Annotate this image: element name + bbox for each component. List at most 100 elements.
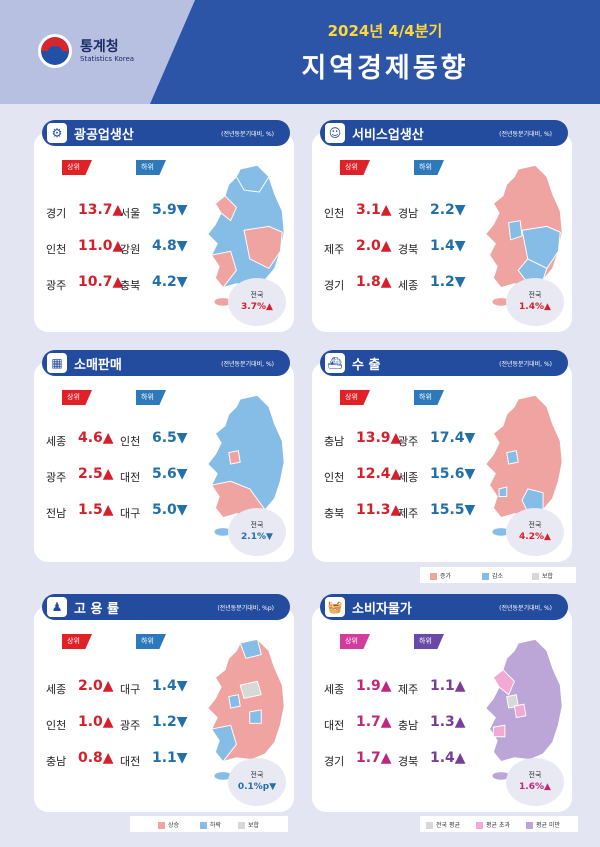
list-item: 제주 2.0▲ (324, 238, 392, 256)
basket-icon: 🧺 (325, 597, 345, 617)
ship-icon: ⛴ (325, 353, 345, 373)
list-item: 인천 3.1▲ (324, 202, 392, 220)
card-title: 광공업생산 (74, 128, 134, 143)
region-map (485, 164, 563, 306)
list-item: 인천 12.4▲ (324, 466, 402, 484)
top-label: 상위 (340, 634, 370, 649)
increase-swatch-icon (430, 573, 437, 580)
org-subtitle: Statistics Korea (80, 55, 135, 63)
top-label: 상위 (340, 160, 370, 175)
card-unit: (전년동분기대비, %p) (217, 605, 274, 612)
list-item: 충남 13.9▲ (324, 430, 402, 448)
card-export: ⛴ 수 출 (전년동분기대비, %) 상위 하위 충남 13.9▲ 인천 12.4▲… (312, 350, 572, 562)
legend-employment: 상승 하락 보합 (130, 816, 288, 832)
list-item: 세종 2.0▲ (46, 678, 114, 696)
bottom-label: 하위 (136, 160, 166, 175)
list-item: 세종 4.6▲ (46, 430, 114, 448)
list-item: 경북 1.4▲ (398, 750, 466, 768)
list-item: 경기 1.7▲ (324, 750, 392, 768)
list-item: 충남 1.3▲ (398, 714, 466, 732)
card-title-bar: ☺ 서비스업생산 (전년동분기대비, %) (320, 120, 568, 146)
bottom-label: 하위 (414, 160, 444, 175)
store-icon: ▦ (47, 353, 67, 373)
national-badge: 전국 1.6%▲ (506, 758, 564, 806)
list-item: 충북 11.3▲ (324, 502, 402, 520)
card-title: 소매판매 (74, 358, 122, 373)
list-item: 대전 1.1▼ (120, 750, 188, 768)
card-title-bar: 🧺 소비자물가 (전년동분기대비, %) (320, 594, 568, 620)
list-item: 경기 1.8▲ (324, 274, 392, 292)
card-title: 소비자물가 (352, 602, 412, 617)
national-badge: 전국 2.1%▼ (228, 508, 286, 556)
below-swatch-icon (526, 822, 533, 829)
bottom-label: 하위 (136, 390, 166, 405)
flat-swatch-icon (532, 573, 539, 580)
list-item: 광주 2.5▲ (46, 466, 114, 484)
card-cpi: 🧺 소비자물가 (전년동분기대비, %) 상위 하위 세종 1.9▲ 대전 1.7▲… (312, 594, 572, 812)
card-title-bar: ▦ 소매판매 (전년동분기대비, %) (42, 350, 290, 376)
national-badge: 전국 1.4%▲ (506, 278, 564, 326)
page-title: 지역경제동향 (301, 53, 469, 84)
bottom-label: 하위 (136, 634, 166, 649)
list-item: 광주 17.4▼ (398, 430, 476, 448)
org-name: 통계청 (80, 39, 119, 55)
card-title: 고 용 률 (74, 602, 119, 617)
list-item: 세종 15.6▼ (398, 466, 476, 484)
card-unit: (전년동분기대비, %) (499, 605, 552, 612)
list-item: 서울 5.9▼ (120, 202, 188, 220)
card-title: 서비스업생산 (352, 128, 424, 143)
legend-export: 증가 감소 보합 (420, 567, 576, 583)
list-item: 제주 15.5▼ (398, 502, 476, 520)
list-item: 충북 4.2▼ (120, 274, 188, 292)
bottom-label: 하위 (414, 634, 444, 649)
card-unit: (전년동분기대비, %) (221, 131, 274, 138)
list-item: 충남 0.8▲ (46, 750, 114, 768)
card-unit: (전년동분기대비, %) (499, 361, 552, 368)
list-item: 광주 1.2▼ (120, 714, 188, 732)
increase-swatch-icon (158, 822, 165, 829)
region-map (485, 638, 563, 780)
list-item: 대구 1.4▼ (120, 678, 188, 696)
region-map (207, 164, 285, 306)
region-map (207, 638, 285, 780)
card-mining: ⚙ 광공업생산 (전년동분기대비, %) 상위 하위 경기 13.7▲ 인천 11.… (34, 120, 294, 332)
header-banner: 통계청 Statistics Korea 2024년 4/4분기 지역경제동향 (0, 0, 600, 104)
list-item: 세종 1.2▼ (398, 274, 466, 292)
worker-icon: ☺ (325, 123, 345, 143)
card-employment: ♟ 고 용 률 (전년동분기대비, %p) 상위 하위 세종 2.0▲ 인천 1.0… (34, 594, 294, 812)
top-label: 상위 (340, 390, 370, 405)
bottom-label: 하위 (414, 390, 444, 405)
list-item: 경북 1.4▼ (398, 238, 466, 256)
decrease-swatch-icon (482, 573, 489, 580)
statistics-korea-logo-icon (38, 34, 72, 68)
list-item: 대전 5.6▼ (120, 466, 188, 484)
list-item: 제주 1.1▲ (398, 678, 466, 696)
list-item: 세종 1.9▲ (324, 678, 392, 696)
card-unit: (전년동분기대비, %) (221, 361, 274, 368)
list-item: 강원 4.8▼ (120, 238, 188, 256)
national-badge: 전국 4.2%▲ (506, 508, 564, 556)
top-label: 상위 (62, 160, 92, 175)
person-icon: ♟ (47, 597, 67, 617)
report-period: 2024년 4/4분기 (327, 22, 443, 40)
card-title-bar: ⚙ 광공업생산 (전년동분기대비, %) (42, 120, 290, 146)
list-item: 전남 1.5▲ (46, 502, 114, 520)
card-unit: (전년동분기대비, %) (499, 131, 552, 138)
list-item: 경기 13.7▲ (46, 202, 124, 220)
card-title-bar: ♟ 고 용 률 (전년동분기대비, %p) (42, 594, 290, 620)
flat-swatch-icon (238, 822, 245, 829)
list-item: 인천 6.5▼ (120, 430, 188, 448)
card-title-bar: ⛴ 수 출 (전년동분기대비, %) (320, 350, 568, 376)
factory-icon: ⚙ (47, 123, 67, 143)
decrease-swatch-icon (200, 822, 207, 829)
list-item: 경남 2.2▼ (398, 202, 466, 220)
list-item: 인천 1.0▲ (46, 714, 114, 732)
list-item: 대전 1.7▲ (324, 714, 392, 732)
national-badge: 전국 3.7%▲ (228, 278, 286, 326)
above-swatch-icon (476, 822, 483, 829)
top-label: 상위 (62, 390, 92, 405)
list-item: 광주 10.7▲ (46, 274, 124, 292)
top-label: 상위 (62, 634, 92, 649)
list-item: 대구 5.0▼ (120, 502, 188, 520)
legend-cpi: 전국 평균 평균 초과 평균 미만 (420, 816, 578, 832)
